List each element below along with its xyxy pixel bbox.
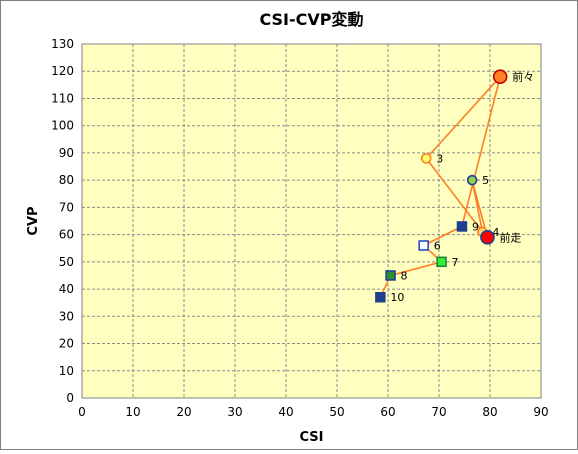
data-point — [492, 69, 508, 84]
x-tick-label: 20 — [176, 405, 191, 419]
plot-background — [82, 44, 541, 398]
y-tick-label: 70 — [59, 200, 74, 214]
x-tick-label: 0 — [78, 405, 86, 419]
data-point — [418, 240, 429, 251]
y-tick-label: 110 — [51, 91, 74, 105]
point-label: 3 — [436, 152, 443, 165]
x-tick-label: 60 — [380, 405, 395, 419]
point-label: 10 — [390, 291, 404, 304]
x-tick-label: 30 — [227, 405, 242, 419]
data-point — [480, 230, 495, 245]
data-point — [420, 153, 432, 164]
x-tick-label: 80 — [482, 405, 497, 419]
plot-border — [81, 43, 542, 399]
chart-title: CSI-CVP変動 — [259, 10, 363, 29]
y-tick-label: 20 — [59, 337, 74, 351]
x-tick-label: 40 — [278, 405, 293, 419]
data-point — [375, 291, 386, 303]
y-tick-label: 40 — [59, 282, 74, 296]
point-label: 5 — [482, 174, 489, 187]
point-label: 8 — [401, 269, 408, 282]
x-axis-title: CSI — [300, 430, 324, 445]
x-tick-label: 50 — [329, 405, 344, 419]
plot-area: 0 10 20 30 40 50 60 70 80 90 0 10 20 30 40 50 60 70 80 90 10… — [51, 37, 549, 419]
y-tick-label: 90 — [59, 146, 74, 160]
y-tick-label: 120 — [51, 64, 74, 78]
x-tick-label: 90 — [533, 405, 548, 419]
series-line — [379, 76, 501, 298]
data-point — [436, 256, 447, 268]
y-tick-label: 80 — [59, 173, 74, 187]
point-label: 9 — [472, 220, 479, 233]
data-point — [466, 174, 478, 186]
point-label: 6 — [434, 240, 441, 253]
point-label: 前走 — [499, 230, 521, 244]
point-label: 4 — [492, 226, 499, 239]
y-tick-label: 0 — [66, 391, 74, 405]
y-tick-label: 50 — [59, 255, 74, 269]
y-tick-label: 30 — [59, 309, 74, 323]
y-tick-label: 100 — [51, 119, 74, 133]
x-tick-label: 70 — [431, 405, 446, 419]
y-tick-label: 60 — [59, 228, 74, 242]
data-point — [456, 221, 468, 232]
x-tick-label: 10 — [125, 405, 140, 419]
data-point — [385, 270, 396, 281]
y-axis-title: CVP — [26, 206, 41, 235]
y-tick-label: 10 — [59, 364, 74, 378]
point-label: 7 — [452, 256, 459, 269]
point-label: 前々 — [512, 70, 534, 84]
y-tick-label: 130 — [51, 37, 74, 51]
